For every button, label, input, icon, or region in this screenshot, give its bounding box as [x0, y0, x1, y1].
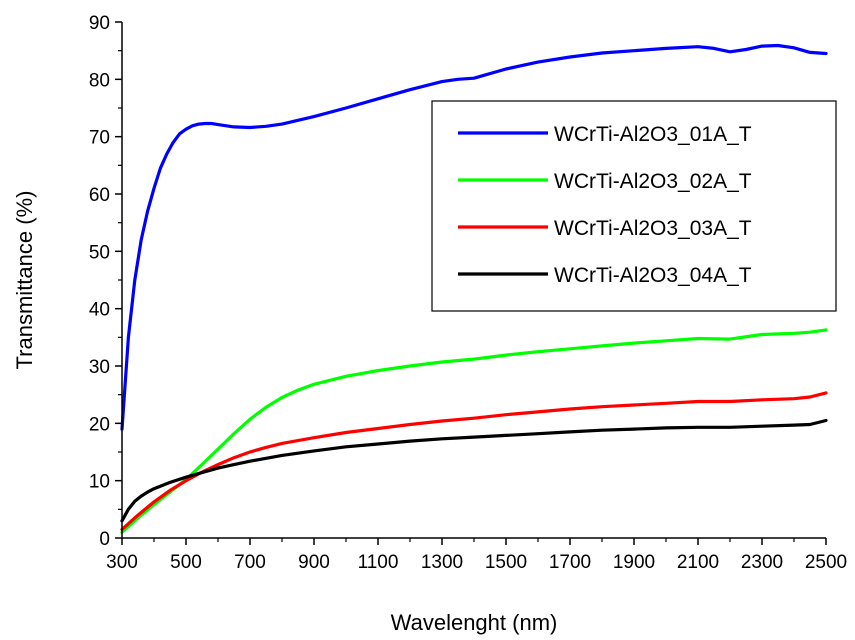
series-line-3	[120, 391, 828, 532]
x-axis-label: Wavelenght (nm)	[391, 610, 558, 635]
plot-lines	[120, 43, 828, 534]
legend-label-3: WCrTi-Al2O3_03A_T	[554, 217, 752, 240]
x-tick-label: 2500	[805, 552, 847, 573]
y-tick-label: 10	[89, 472, 110, 493]
y-tick-label: 80	[89, 70, 110, 91]
axes: 300 500 700 900 1100 1300 1500 1700 1900 2100 2300…	[89, 13, 847, 573]
y-tick-label: 20	[89, 414, 110, 435]
x-tick-label: 300	[106, 552, 138, 573]
y-tick-label: 30	[89, 357, 110, 378]
series-line-4	[120, 418, 828, 523]
y-axis-label: Transmittance (%)	[12, 191, 37, 370]
series-line-2	[120, 328, 828, 534]
x-tick-label: 1900	[613, 552, 655, 573]
y-tick-label: 90	[89, 13, 110, 34]
series-line-1	[120, 43, 828, 431]
x-tick-label: 2100	[677, 552, 719, 573]
y-tick-label: 50	[89, 242, 110, 263]
x-tick-label: 900	[298, 552, 330, 573]
legend-label-2: WCrTi-Al2O3_02A_T	[554, 170, 752, 193]
y-tick-label: 70	[89, 128, 110, 149]
legend-label-4: WCrTi-Al2O3_04A_T	[554, 264, 752, 287]
legend-box	[431, 100, 837, 312]
x-tick-label: 1300	[421, 552, 463, 573]
x-tick-label: 1700	[549, 552, 591, 573]
x-tick-label: 1500	[485, 552, 527, 573]
y-tick-label: 40	[89, 300, 110, 321]
legend-label-1: WCrTi-Al2O3_01A_T	[554, 123, 752, 146]
x-tick-label: 1100	[358, 552, 399, 573]
x-tick-label: 500	[170, 552, 202, 573]
x-tick-label: 700	[234, 552, 266, 573]
legend: WCrTi-Al2O3_01A_T WCrTi-Al2O3_02A_T WCrTi-…	[431, 100, 837, 312]
y-tick-label: 0	[99, 529, 110, 550]
x-tick-label: 2300	[741, 552, 783, 573]
y-tick-label: 60	[89, 185, 110, 206]
